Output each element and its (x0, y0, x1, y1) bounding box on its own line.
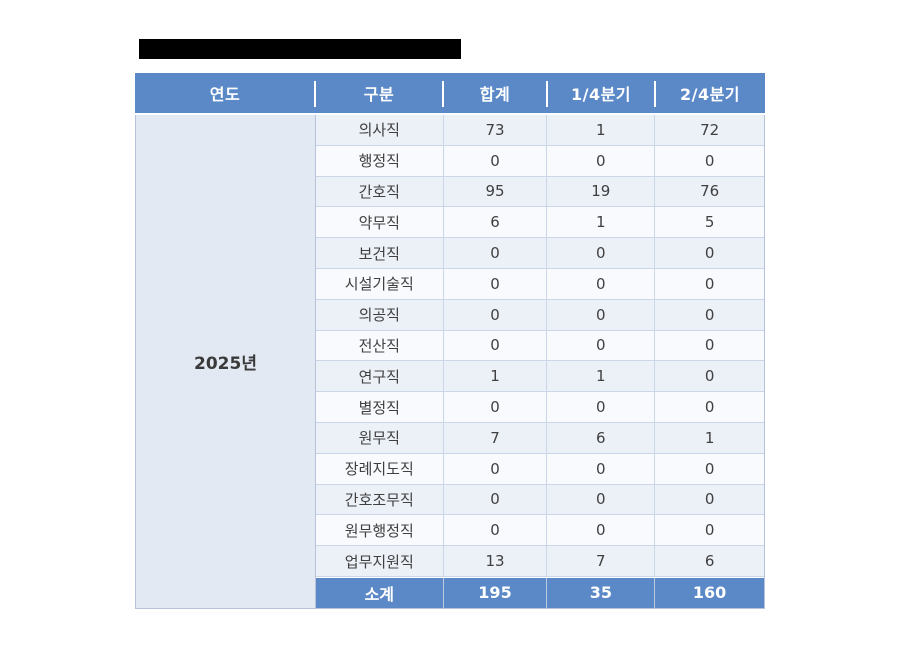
category-cell: 의사직 (316, 115, 444, 146)
total-cell: 13 (443, 546, 548, 577)
category-cell: 전산직 (316, 330, 444, 362)
table-row: 의공직 0 0 0 (316, 299, 764, 331)
q1-cell: 1 (547, 115, 656, 146)
total-cell: 7 (443, 422, 548, 454)
category-cell: 간호직 (316, 176, 444, 208)
header-divider (314, 81, 316, 107)
q1-cell: 0 (547, 238, 656, 269)
total-cell: 0 (443, 484, 548, 516)
header-category: 구분 (363, 85, 395, 104)
q2-cell: 5 (655, 207, 764, 239)
q2-cell: 0 (655, 361, 764, 393)
q2-cell: 0 (655, 269, 764, 300)
table-row: 보건직 0 0 0 (316, 238, 764, 269)
q2-cell: 0 (655, 515, 764, 547)
table-row: 전산직 0 0 0 (316, 330, 764, 362)
q1-cell: 19 (547, 176, 656, 208)
total-cell: 1 (443, 361, 548, 393)
table-header-row: 연도 구분 합계 1/4분기 2/4분기 (135, 73, 765, 113)
q2-cell: 0 (655, 238, 764, 269)
category-cell: 간호조무직 (316, 484, 444, 516)
q1-cell: 1 (547, 207, 656, 239)
table-row: 약무직 6 1 5 (316, 207, 764, 239)
header-divider (654, 81, 656, 107)
total-cell: 0 (443, 145, 548, 177)
q1-cell: 0 (547, 515, 656, 547)
table-row: 장례지도직 0 0 0 (316, 453, 764, 485)
q1-cell: 1 (547, 361, 656, 393)
header-total: 합계 (479, 85, 511, 104)
total-cell: 0 (443, 299, 548, 331)
redacted-title-bar (139, 39, 461, 59)
category-cell: 행정직 (316, 145, 444, 177)
year-cell: 2025년 (136, 115, 316, 608)
table-row: 간호조무직 0 0 0 (316, 484, 764, 516)
q1-cell: 0 (547, 453, 656, 485)
total-cell: 0 (443, 330, 548, 362)
category-cell: 의공직 (316, 299, 444, 331)
q2-cell: 6 (655, 546, 764, 577)
table-row: 간호직 95 19 76 (316, 176, 764, 208)
category-cell: 약무직 (316, 207, 444, 239)
category-cell: 원무행정직 (316, 515, 444, 547)
q2-cell: 0 (655, 146, 764, 177)
table-rows: 의사직 73 1 72 행정직 0 0 0 간호직 95 19 76 약무직 6 1 5 보건직 0 0 0 시설기술직… (316, 115, 764, 608)
table-row: 의사직 73 1 72 (316, 115, 764, 146)
table-row: 행정직 0 0 0 (316, 145, 764, 177)
summary-q2-cell: 160 (692, 583, 727, 603)
table-row: 원무행정직 0 0 0 (316, 515, 764, 547)
q1-cell: 0 (547, 330, 656, 362)
table-row: 원무직 7 6 1 (316, 422, 764, 454)
q2-cell: 0 (655, 485, 764, 516)
header-divider (442, 81, 444, 107)
category-cell: 연구직 (316, 361, 444, 393)
total-cell: 0 (443, 453, 548, 485)
table-row: 업무지원직 13 7 6 (316, 546, 764, 577)
q2-cell: 0 (655, 454, 764, 485)
q1-cell: 0 (547, 484, 656, 516)
category-cell: 업무지원직 (316, 546, 444, 577)
table-row: 연구직 1 1 0 (316, 361, 764, 393)
total-cell: 95 (443, 176, 548, 208)
table-row: 별정직 0 0 0 (316, 392, 764, 423)
category-cell: 시설기술직 (316, 268, 444, 300)
summary-row: 소계 195 35 160 (316, 576, 764, 608)
category-cell: 별정직 (316, 392, 444, 423)
summary-total-cell: 195 (444, 577, 548, 608)
total-cell: 6 (443, 207, 548, 239)
q1-cell: 0 (547, 268, 656, 300)
category-cell: 보건직 (316, 238, 444, 269)
table-body: 2025년 의사직 73 1 72 행정직 0 0 0 간호직 95 19 76 약무직 6 1 5 보건직 0 0… (135, 115, 765, 609)
q1-cell: 0 (547, 145, 656, 177)
summary-q1-cell: 35 (547, 577, 656, 608)
total-cell: 0 (443, 515, 548, 547)
category-cell: 원무직 (316, 422, 444, 454)
q1-cell: 6 (547, 422, 656, 454)
q1-cell: 0 (547, 299, 656, 331)
q1-cell: 0 (547, 392, 656, 423)
statistics-table: 연도 구분 합계 1/4분기 2/4분기 2025년 의사직 73 1 72 행정직 0 0… (135, 73, 765, 609)
q2-cell: 76 (655, 177, 764, 208)
total-cell: 73 (443, 115, 548, 146)
header-q2: 2/4분기 (679, 85, 741, 104)
category-cell: 장례지도직 (316, 453, 444, 485)
header-q1: 1/4분기 (570, 85, 632, 104)
header-year: 연도 (209, 85, 241, 104)
total-cell: 0 (443, 268, 548, 300)
q2-cell: 0 (655, 300, 764, 331)
q2-cell: 0 (655, 331, 764, 362)
q2-cell: 1 (655, 423, 764, 454)
q2-cell: 72 (655, 115, 764, 146)
summary-category-cell: 소계 (316, 577, 444, 608)
total-cell: 0 (443, 392, 548, 423)
total-cell: 0 (443, 238, 548, 269)
header-divider (546, 81, 548, 107)
q2-cell: 0 (655, 392, 764, 423)
table-row: 시설기술직 0 0 0 (316, 268, 764, 300)
q1-cell: 7 (547, 546, 656, 577)
